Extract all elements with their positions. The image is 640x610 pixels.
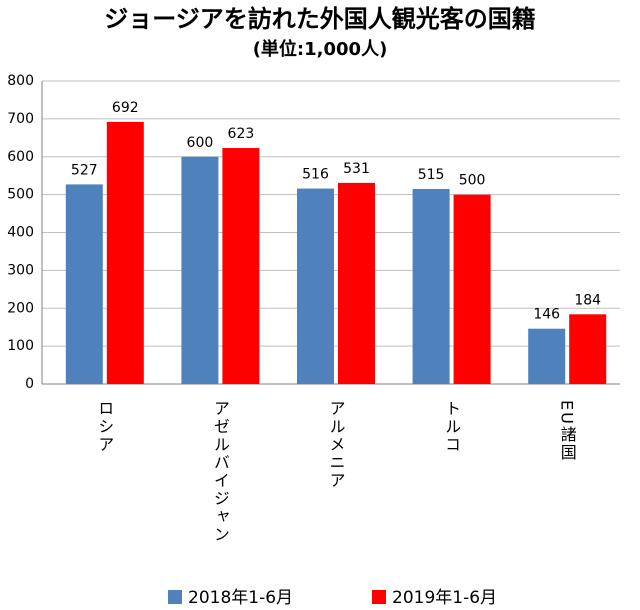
value-label: 623: [228, 126, 255, 142]
y-tick-label: 700: [7, 111, 34, 127]
y-tick-label: 300: [7, 262, 34, 278]
x-tick-label: トルコ: [442, 400, 461, 454]
value-label: 527: [71, 162, 98, 178]
value-label: 531: [343, 161, 370, 177]
legend-swatch: [168, 590, 182, 604]
bar: [412, 188, 450, 384]
value-label: 500: [459, 173, 486, 189]
x-tick-label: アゼルバイジャン: [211, 400, 230, 544]
bar: [569, 314, 607, 384]
bar: [106, 121, 144, 384]
bar: [65, 184, 103, 384]
value-label: 184: [574, 292, 601, 308]
legend-swatch: [372, 590, 386, 604]
value-label: 600: [187, 135, 214, 151]
value-label: 515: [418, 167, 445, 183]
legend-label: 2018年1-6月: [188, 588, 293, 608]
y-tick-label: 500: [7, 187, 34, 203]
y-tick-label: 800: [7, 73, 34, 89]
legend-label: 2019年1-6月: [392, 588, 497, 608]
chart-subtitle: (単位:1,000人): [253, 38, 388, 60]
bar: [297, 188, 334, 384]
x-tick-label: ロシア: [95, 400, 114, 454]
y-tick-label: 400: [7, 225, 34, 241]
y-tick-label: 200: [7, 300, 34, 316]
bar: [222, 148, 260, 384]
bar: [453, 194, 491, 384]
value-label: 146: [533, 307, 560, 323]
y-tick-label: 0: [25, 376, 34, 392]
value-label: 692: [112, 100, 139, 116]
x-tick-label: EU諸国: [558, 400, 577, 462]
bar: [528, 328, 566, 384]
chart-title: ジョージアを訪れた外国人観光客の国籍: [104, 5, 536, 33]
x-tick-label: アルメニア: [327, 400, 346, 490]
bar: [181, 156, 219, 384]
y-tick-label: 100: [7, 338, 34, 354]
value-label: 516: [302, 167, 329, 183]
bar: [338, 182, 375, 384]
y-tick-label: 600: [7, 149, 34, 165]
